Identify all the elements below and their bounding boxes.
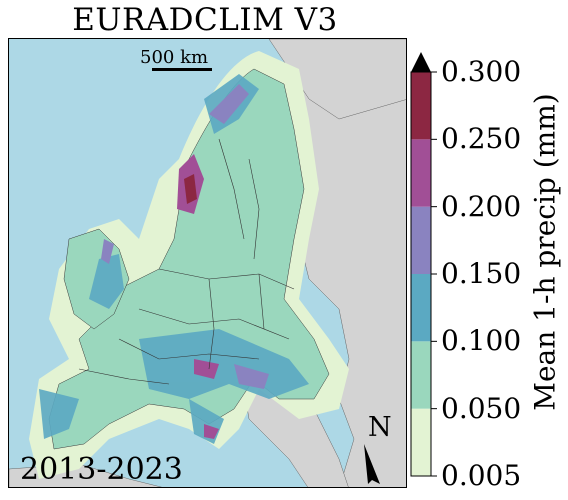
colorbar-tick-label: 0.050 [441, 391, 522, 425]
scalebar-label: 500 km [140, 47, 209, 68]
colorbar-bin [411, 139, 431, 207]
map-canvas [9, 39, 406, 487]
colorbar-tick-label: 0.300 [441, 55, 522, 88]
colorbar-tick-label: 0.200 [441, 189, 522, 223]
precipitation-map [8, 38, 407, 488]
colorbar-tick-label: 0.150 [441, 257, 522, 290]
north-label: N [368, 412, 392, 443]
scalebar-line [152, 68, 212, 71]
colorbar-tick-label: 0.250 [441, 122, 522, 156]
colorbar-label: Mean 1-h precip (mm) [528, 93, 562, 411]
colorbar-bin [411, 341, 431, 409]
country-borders [78, 138, 295, 385]
colorbar-bin [411, 408, 431, 476]
north-arrow-icon [364, 444, 380, 484]
colorbar-bin [411, 274, 431, 342]
colorbar-tick-label: 0.005 [441, 459, 522, 492]
map-title: EURADCLIM V3 [72, 2, 338, 38]
period-label: 2013-2023 [20, 452, 183, 487]
coverage-high [101, 84, 269, 439]
colorbar-bin [411, 206, 431, 274]
colorbar-extend-arrow [411, 52, 431, 72]
colorbar-bin [411, 72, 431, 140]
colorbar-tick-label: 0.100 [441, 324, 522, 358]
